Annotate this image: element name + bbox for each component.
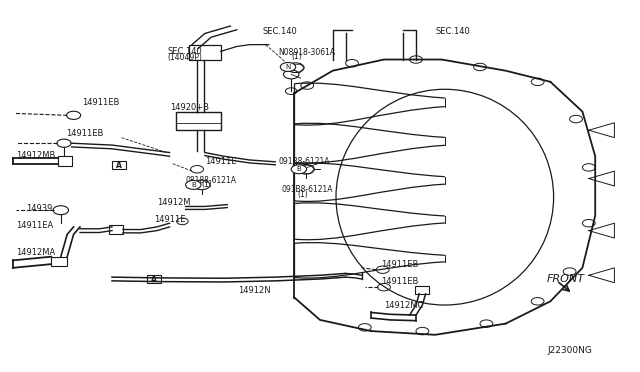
Bar	[112, 161, 126, 169]
Text: 14911EB: 14911EB	[66, 129, 103, 138]
Text: 14911EB: 14911EB	[381, 260, 418, 269]
Circle shape	[280, 62, 296, 71]
Bar	[58, 156, 72, 166]
Circle shape	[186, 180, 201, 189]
Text: SEC.140: SEC.140	[262, 27, 297, 36]
Circle shape	[291, 165, 307, 174]
Bar	[51, 257, 67, 266]
Text: B: B	[191, 182, 196, 188]
Text: 08188-6121A: 08188-6121A	[186, 176, 237, 185]
Text: 091B8-6121A: 091B8-6121A	[278, 157, 330, 166]
Text: (1): (1)	[298, 190, 308, 199]
Text: J22300NG: J22300NG	[547, 346, 592, 355]
Text: (14049P): (14049P)	[168, 53, 202, 62]
Text: 14912MA: 14912MA	[16, 248, 55, 257]
Text: 14912N: 14912N	[238, 286, 271, 295]
Text: 14911EA: 14911EA	[16, 221, 53, 230]
Text: 14912MB: 14912MB	[16, 151, 56, 160]
Text: (1): (1)	[291, 52, 302, 61]
Text: 14912MC: 14912MC	[384, 301, 424, 310]
Bar	[176, 112, 221, 130]
Text: B: B	[296, 166, 301, 172]
Bar	[189, 45, 221, 60]
Text: 14911EB: 14911EB	[82, 98, 119, 107]
Text: N: N	[285, 64, 291, 70]
Text: 091B8-6121A: 091B8-6121A	[282, 185, 333, 194]
Text: A: A	[151, 275, 157, 284]
Text: 14939: 14939	[26, 204, 52, 213]
Text: (1): (1)	[202, 180, 212, 189]
Text: 14911E: 14911E	[205, 157, 236, 166]
Text: (1): (1)	[291, 162, 302, 171]
Text: 14911EB: 14911EB	[381, 278, 418, 286]
Text: SEC.140: SEC.140	[168, 47, 202, 56]
Bar	[415, 286, 429, 294]
Text: 14912M: 14912M	[157, 198, 190, 207]
Text: FRONT: FRONT	[547, 274, 585, 284]
Text: 14911E: 14911E	[154, 215, 185, 224]
Text: SEC.140: SEC.140	[435, 27, 470, 36]
Bar	[147, 275, 161, 283]
Text: A: A	[116, 161, 122, 170]
Text: N08918-3061A: N08918-3061A	[278, 48, 335, 57]
Bar	[109, 225, 123, 234]
Text: 14920+B: 14920+B	[170, 103, 209, 112]
